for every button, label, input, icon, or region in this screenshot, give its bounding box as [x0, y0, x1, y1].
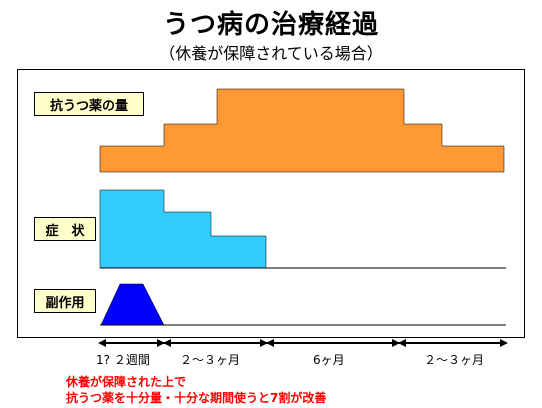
timeline-arrow-right-1 [157, 339, 165, 347]
medication-label: 抗うつ薬の量 [34, 92, 144, 116]
medication-amount-shape [99, 88, 505, 173]
note-line-1: 休養が保障された上で [66, 375, 187, 389]
timeline-label-4: ２〜３ヶ月 [424, 353, 485, 367]
page-subtitle: （休養が保障されている場合） [159, 44, 383, 63]
note-line-2: 抗うつ薬を十分量・十分な期間使うと7割が改善 [66, 391, 327, 405]
timeline-arrow-right-3 [392, 339, 400, 347]
timeline-axis [98, 339, 508, 347]
timeline-arrow-right-2 [260, 339, 268, 347]
timeline-label-3: 6ヶ月 [313, 353, 345, 367]
diagram-frame [17, 69, 525, 338]
timeline-arrow-right-end [500, 339, 508, 347]
timeline-arrow-left-4 [398, 339, 406, 347]
side-effects-shape [100, 283, 165, 326]
symptoms-label: 症 状 [34, 217, 96, 241]
timeline-label-2: ２〜３ヶ月 [180, 353, 241, 367]
timeline-label-1: 1? ２週間 [96, 353, 150, 367]
timeline-arrow-left-3 [266, 339, 274, 347]
timeline-arrow-left-2 [163, 339, 171, 347]
page-title: うつ病の治療経過 [162, 10, 379, 40]
symptoms-shape [99, 189, 267, 269]
timeline-arrow-left-end [98, 339, 106, 347]
side-effects-label: 副作用 [34, 289, 96, 313]
